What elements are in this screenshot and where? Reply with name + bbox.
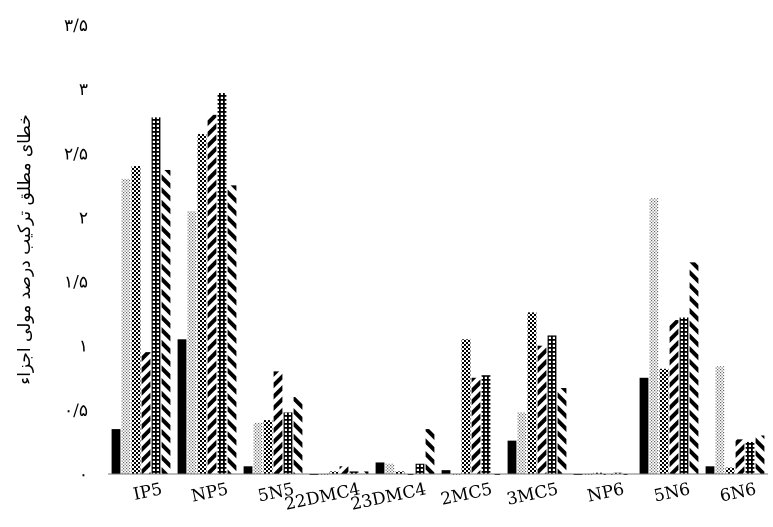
bar-NP5-6 (227, 185, 237, 474)
bar-5N6-3 (659, 368, 669, 474)
y-tick-label: ۰ (79, 465, 88, 485)
bars (111, 92, 765, 475)
y-tick-label: ۲/۵ (64, 144, 88, 164)
bar-5N6-2 (649, 198, 659, 474)
bar-5N5-4 (273, 371, 283, 474)
bar-5N6-1 (639, 377, 649, 474)
bar-5N5-5 (283, 412, 293, 474)
bar-5N6-4 (669, 320, 679, 474)
bar-23DMC4-6 (425, 429, 435, 474)
bar-2MC5-1 (441, 470, 451, 474)
x-category-label: NP5 (190, 479, 230, 506)
bar-6N6-5 (745, 441, 755, 474)
bar-5N5-1 (243, 466, 253, 474)
bar-IP5-3 (131, 166, 141, 474)
y-tick-label: ۳ (79, 80, 88, 100)
x-category-label: IP5 (132, 479, 165, 505)
bar-2MC5-4 (471, 377, 481, 474)
x-category-label: 2MC5 (439, 479, 494, 509)
bar-IP5-6 (161, 169, 171, 474)
bar-IP5-2 (121, 178, 131, 474)
bar-22DMC4-3 (329, 471, 339, 474)
bar-3MC5-6 (557, 388, 567, 474)
x-category-label: 23DMC4 (349, 479, 428, 514)
bar-NP5-5 (217, 92, 227, 475)
bar-3MC5-2 (517, 412, 527, 474)
x-category-label: NP6 (586, 479, 626, 506)
bar-6N6-4 (735, 439, 745, 474)
bar-NP5-1 (177, 339, 187, 474)
bar-NP5-2 (187, 211, 197, 474)
bar-23DMC4-5 (415, 463, 425, 474)
bar-2MC5-3 (461, 339, 471, 474)
bar-22DMC4-6 (359, 471, 369, 474)
bar-NP6-5 (613, 472, 623, 474)
bar-3MC5-5 (547, 335, 557, 474)
bar-6N6-1 (705, 466, 715, 474)
bar-IP5-4 (141, 352, 151, 474)
bar-3MC5-3 (527, 312, 537, 474)
x-category-label: 3MC5 (505, 479, 560, 509)
bar-6N6-6 (755, 435, 765, 474)
bar-3MC5-4 (537, 345, 547, 474)
bar-6N6-3 (725, 467, 735, 474)
bar-5N5-3 (263, 420, 273, 474)
bar-5N6-5 (679, 317, 689, 474)
bar-NP6-3 (593, 472, 603, 474)
y-tick-label: ۰/۵ (64, 401, 88, 421)
y-tick-label: ۲ (79, 208, 88, 228)
x-category-label: 6N6 (718, 479, 758, 506)
bar-IP5-1 (111, 429, 121, 474)
bar-5N6-6 (689, 262, 699, 474)
y-tick-label: ۱ (79, 337, 88, 357)
y-tick-label: ۱/۵ (64, 273, 88, 293)
y-tick-label: ۳/۵ (64, 16, 88, 36)
bar-23DMC4-1 (375, 462, 385, 474)
x-category-label: 5N6 (652, 479, 692, 506)
bar-NP5-3 (197, 134, 207, 475)
bar-23DMC4-3 (395, 471, 405, 474)
bar-23DMC4-2 (385, 463, 395, 474)
bar-IP5-5 (151, 117, 161, 474)
bar-6N6-2 (715, 366, 725, 474)
bar-5N5-2 (253, 422, 263, 474)
bar-22DMC4-4 (339, 466, 349, 474)
bar-2MC5-5 (481, 375, 491, 474)
y-axis-label: خطای مطلق ترکیب درصد مولی اجزاء (15, 114, 35, 385)
y-axis-ticks: ۰ ۰/۵ ۱ ۱/۵ ۲ ۲/۵ ۳ ۳/۵ (64, 16, 88, 485)
bar-22DMC4-5 (349, 471, 359, 474)
bar-5N5-6 (293, 397, 303, 474)
bar-3MC5-1 (507, 440, 517, 474)
bar-NP5-4 (207, 114, 217, 475)
